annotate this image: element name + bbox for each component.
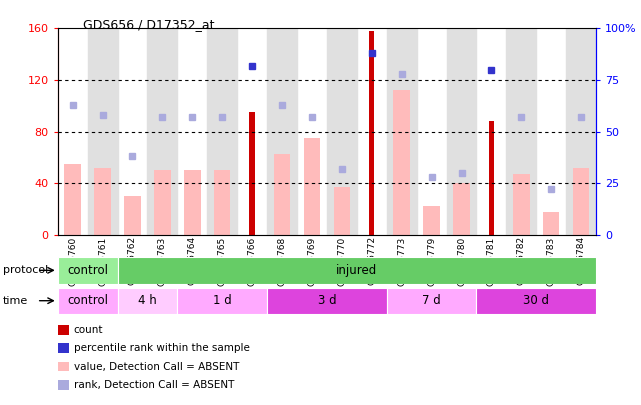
Bar [387, 28, 417, 235]
Bar [543, 212, 560, 235]
Bar [267, 28, 297, 235]
Text: 30 d: 30 d [523, 294, 549, 307]
Text: 4 h: 4 h [138, 294, 157, 307]
Text: control: control [67, 264, 108, 277]
Text: 7 d: 7 d [422, 294, 441, 307]
Bar [447, 28, 476, 235]
Text: protocol: protocol [3, 265, 49, 275]
Bar [488, 122, 494, 235]
Bar [58, 257, 117, 284]
Bar [423, 207, 440, 235]
Bar [394, 90, 410, 235]
Text: percentile rank within the sample: percentile rank within the sample [74, 343, 249, 353]
Bar [387, 288, 476, 314]
Bar [124, 196, 141, 235]
Bar [573, 168, 590, 235]
Bar [207, 28, 237, 235]
Bar [88, 28, 117, 235]
Bar [566, 28, 596, 235]
Text: 1 d: 1 d [213, 294, 231, 307]
Bar [58, 288, 117, 314]
Bar [64, 164, 81, 235]
Bar [333, 187, 350, 235]
Bar [249, 112, 255, 235]
Text: GDS656 / D17352_at: GDS656 / D17352_at [83, 18, 215, 31]
Bar [178, 288, 267, 314]
Bar [327, 28, 357, 235]
Bar [476, 288, 596, 314]
Bar [214, 171, 231, 235]
Text: count: count [74, 325, 103, 335]
Bar [304, 138, 320, 235]
Bar [147, 28, 178, 235]
Bar [369, 31, 374, 235]
Bar [453, 183, 470, 235]
Bar [513, 174, 529, 235]
Text: time: time [3, 296, 28, 306]
Bar [154, 171, 171, 235]
Text: injured: injured [336, 264, 378, 277]
Text: value, Detection Call = ABSENT: value, Detection Call = ABSENT [74, 362, 239, 371]
Bar [267, 288, 387, 314]
Text: rank, Detection Call = ABSENT: rank, Detection Call = ABSENT [74, 380, 234, 390]
Bar [117, 288, 178, 314]
Text: 3 d: 3 d [317, 294, 337, 307]
Bar [274, 153, 290, 235]
Bar [117, 257, 596, 284]
Text: control: control [67, 294, 108, 307]
Bar [94, 168, 111, 235]
Bar [184, 171, 201, 235]
Bar [506, 28, 537, 235]
